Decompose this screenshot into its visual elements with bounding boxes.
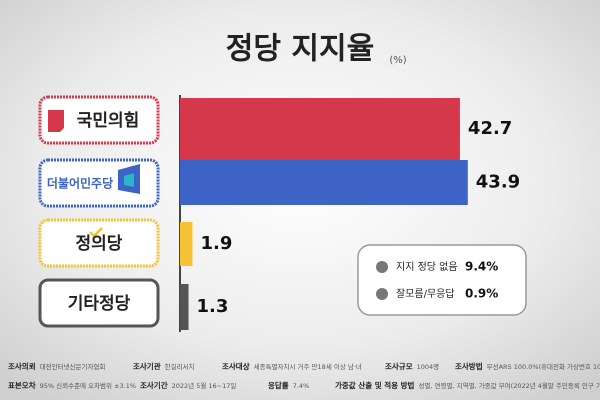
footer-value: 성별, 연령별, 지역별, 가중값 부여(2022년 4월말 주민등록 인구 기… [418, 381, 600, 390]
footer-label: 조사대상 [222, 361, 250, 371]
footer-label: 가중값 산출 및 적용 방법 [335, 380, 415, 390]
footer-label: 조사기간 [140, 380, 168, 390]
value-label: 1.3 [197, 296, 229, 317]
footer-value: 2022년 5월 16~17일 [172, 381, 237, 390]
logo [89, 227, 103, 238]
logo [48, 110, 64, 132]
footer-label: 조사규모 [385, 361, 413, 371]
category-box [38, 278, 160, 328]
footer-text: 조사대상 세종특별자치시 거주 만18세 이상 남·녀 [222, 361, 362, 371]
footer-value: 한길리서치 [165, 362, 195, 371]
footer-text: 가중값 산출 및 적용 방법 성별, 연령별, 지역별, 가중값 부여(2022년… [335, 380, 600, 390]
footer-text: 표본오차 95% 신뢰수준에 오차범위 ±3.1% [8, 380, 136, 390]
annotation-label: 지지 정당 없음 [396, 260, 458, 273]
footer-value: 7.4% [293, 382, 310, 390]
category-label: 더불어민주당 [47, 176, 113, 191]
footer-label: 응답률 [268, 380, 289, 390]
annotation-dot [376, 288, 388, 300]
footer-value: 95% 신뢰수준에 오차범위 ±3.1% [40, 381, 136, 390]
footer-label: 표본오차 [8, 380, 36, 390]
bar [180, 98, 460, 160]
annotation-label: 잘모름/무응답 [396, 288, 455, 300]
category-box [38, 218, 160, 268]
footer-value: 대전인터넷신문기자협회 [40, 362, 106, 371]
footer-label: 조사방법 [455, 361, 483, 371]
footer-text: 조사규모 1004명 [385, 361, 439, 371]
footer-text: 조사기간 2022년 5월 16~17일 [140, 380, 236, 390]
footer-label: 조사기관 [133, 361, 161, 371]
bar [180, 222, 193, 266]
chart-title: 정당 지지율 [226, 32, 374, 67]
bar [180, 284, 189, 330]
footer-value: 세종특별자치시 거주 만18세 이상 남·녀 [254, 362, 362, 371]
logo [124, 173, 134, 187]
category-label: 국민의힘 [77, 110, 140, 131]
value-label: 1.9 [200, 233, 232, 254]
value-label: 42.7 [468, 118, 512, 139]
footer-text: 조사의뢰 대전인터넷신문기자협회 [8, 361, 105, 371]
category-label: 기타정당 [68, 294, 131, 314]
annotation-value: 0.9% [465, 287, 498, 301]
footer-value: 무선ARS 100.0%(휴대전화 가상번호 100%) [487, 362, 600, 371]
annotation-box [357, 244, 527, 316]
annotation-dot [376, 261, 388, 273]
footer-text: 조사방법 무선ARS 100.0%(휴대전화 가상번호 100%) [455, 361, 600, 371]
annotation-value: 9.4% [465, 260, 498, 274]
category-label: 정의당 [76, 234, 123, 254]
footer-text: 응답률 7.4% [268, 380, 309, 390]
footer-text: 조사기관 한길리서치 [133, 361, 195, 371]
footer-label: 조사의뢰 [8, 361, 36, 371]
footer-value: 1004명 [417, 362, 440, 371]
category-box [38, 95, 160, 145]
chart-subtitle: (%) [389, 55, 406, 66]
bar [180, 160, 468, 205]
value-label: 43.9 [476, 172, 520, 193]
